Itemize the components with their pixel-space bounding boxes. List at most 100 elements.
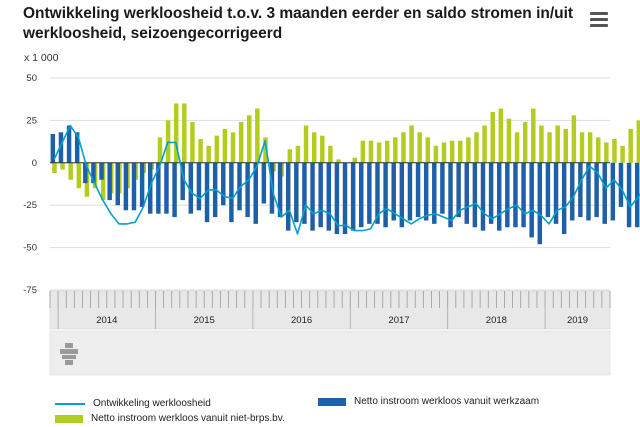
- range-selector-panel: [49, 330, 611, 376]
- legend-swatch-line: [55, 402, 85, 405]
- x-year-label: 2018: [486, 315, 507, 326]
- bar-blue: [472, 162, 478, 228]
- chart-title: Ontwikkeling werkloosheid t.o.v. 3 maand…: [23, 5, 574, 42]
- bar-blue: [229, 162, 234, 223]
- bar-green: [401, 132, 406, 163]
- bar-blue: [626, 162, 632, 228]
- bar-blue: [74, 132, 80, 163]
- bar-green: [628, 128, 633, 163]
- bar-green: [531, 108, 536, 163]
- bar-blue: [618, 162, 624, 207]
- bar-blue: [505, 162, 510, 228]
- bar-green: [579, 132, 585, 163]
- bar-green: [198, 139, 203, 163]
- y-tick-label: -50: [23, 243, 37, 254]
- bar-green: [76, 162, 82, 189]
- bar-green: [563, 128, 568, 163]
- bar-blue: [261, 162, 267, 204]
- bar-green: [596, 137, 601, 163]
- bar-blue: [529, 162, 534, 238]
- bar-blue: [310, 162, 315, 231]
- bar-green: [449, 140, 455, 163]
- bar-green: [68, 162, 73, 180]
- bar-green: [612, 139, 617, 163]
- bar-blue: [164, 162, 169, 214]
- bar-blue: [237, 162, 242, 211]
- bar-blue: [123, 162, 129, 211]
- bar-green: [295, 145, 301, 163]
- bar-green: [376, 142, 382, 163]
- bar-blue: [91, 162, 96, 184]
- bar-blue: [285, 162, 291, 231]
- bar-green: [474, 132, 479, 163]
- bar-blue: [334, 162, 340, 235]
- bar-green: [539, 125, 544, 163]
- bar-blue: [294, 162, 299, 223]
- bar-blue: [456, 162, 461, 218]
- bar-blue: [196, 162, 202, 211]
- bar-green: [173, 103, 179, 163]
- bar-blue: [131, 162, 137, 211]
- series-blue-bars: [50, 125, 640, 245]
- bar-green: [100, 162, 106, 201]
- legend-label-green: Netto instroom werkloos vanuit niet-brps…: [91, 413, 285, 424]
- bar-green: [287, 149, 293, 163]
- bar-blue: [367, 162, 372, 224]
- bar-green: [620, 145, 625, 163]
- bar-blue: [545, 162, 551, 218]
- bar-blue: [66, 125, 72, 163]
- bar-green: [214, 135, 220, 163]
- bar-green: [409, 125, 414, 163]
- bar-green: [157, 137, 163, 163]
- x-year-label: 2014: [96, 315, 117, 326]
- bar-green: [238, 122, 244, 163]
- bar-blue: [440, 162, 445, 214]
- bar-green: [604, 142, 609, 163]
- cbs-logo-icon: [60, 343, 78, 365]
- bar-green: [482, 125, 487, 163]
- bar-blue: [537, 162, 543, 245]
- bar-blue: [156, 162, 161, 214]
- bar-blue: [277, 162, 283, 218]
- bar-green: [636, 120, 640, 163]
- bar-green: [52, 162, 57, 173]
- bar-green: [182, 103, 187, 163]
- legend-item-blue[interactable]: Netto instroom werkloos vanuit werkzaam: [318, 396, 539, 407]
- bar-blue: [139, 162, 145, 207]
- x-year-label: 2019: [567, 315, 588, 326]
- bar-blue: [342, 162, 348, 235]
- bar-blue: [50, 133, 56, 163]
- bar-blue: [83, 162, 88, 184]
- bar-green: [368, 140, 374, 163]
- bar-blue: [602, 162, 607, 224]
- bar-blue: [383, 162, 388, 228]
- bar-green: [587, 132, 593, 163]
- bar-green: [311, 132, 317, 163]
- bar-blue: [359, 162, 364, 228]
- bar-blue: [480, 162, 486, 231]
- legend-item-line[interactable]: Ontwikkeling werkloosheid: [55, 398, 211, 409]
- legend-item-green[interactable]: Netto instroom werkloos vanuit niet-brps…: [55, 413, 285, 424]
- bar-blue: [115, 162, 120, 206]
- bar-blue: [464, 162, 469, 224]
- bar-green: [458, 140, 463, 163]
- y-axis-unit-label: x 1 000: [24, 52, 59, 64]
- bar-blue: [634, 162, 640, 228]
- x-axis-band: [49, 290, 611, 330]
- bar-blue: [423, 162, 429, 221]
- bar-blue: [99, 162, 104, 180]
- bar-blue: [391, 162, 396, 221]
- hamburger-menu-icon[interactable]: [590, 12, 608, 28]
- bar-green: [360, 140, 366, 163]
- bar-blue: [610, 162, 616, 221]
- bar-blue: [578, 162, 583, 218]
- bar-green: [514, 132, 520, 163]
- legend-swatch-green: [55, 414, 83, 423]
- legend-label-blue: Netto instroom werkloos vanuit werkzaam: [354, 396, 540, 407]
- bar-green: [441, 142, 447, 163]
- bar-green: [506, 118, 512, 163]
- bar-blue: [172, 162, 177, 218]
- bar-blue: [245, 162, 250, 218]
- bar-blue: [513, 162, 518, 228]
- bar-green: [247, 115, 252, 163]
